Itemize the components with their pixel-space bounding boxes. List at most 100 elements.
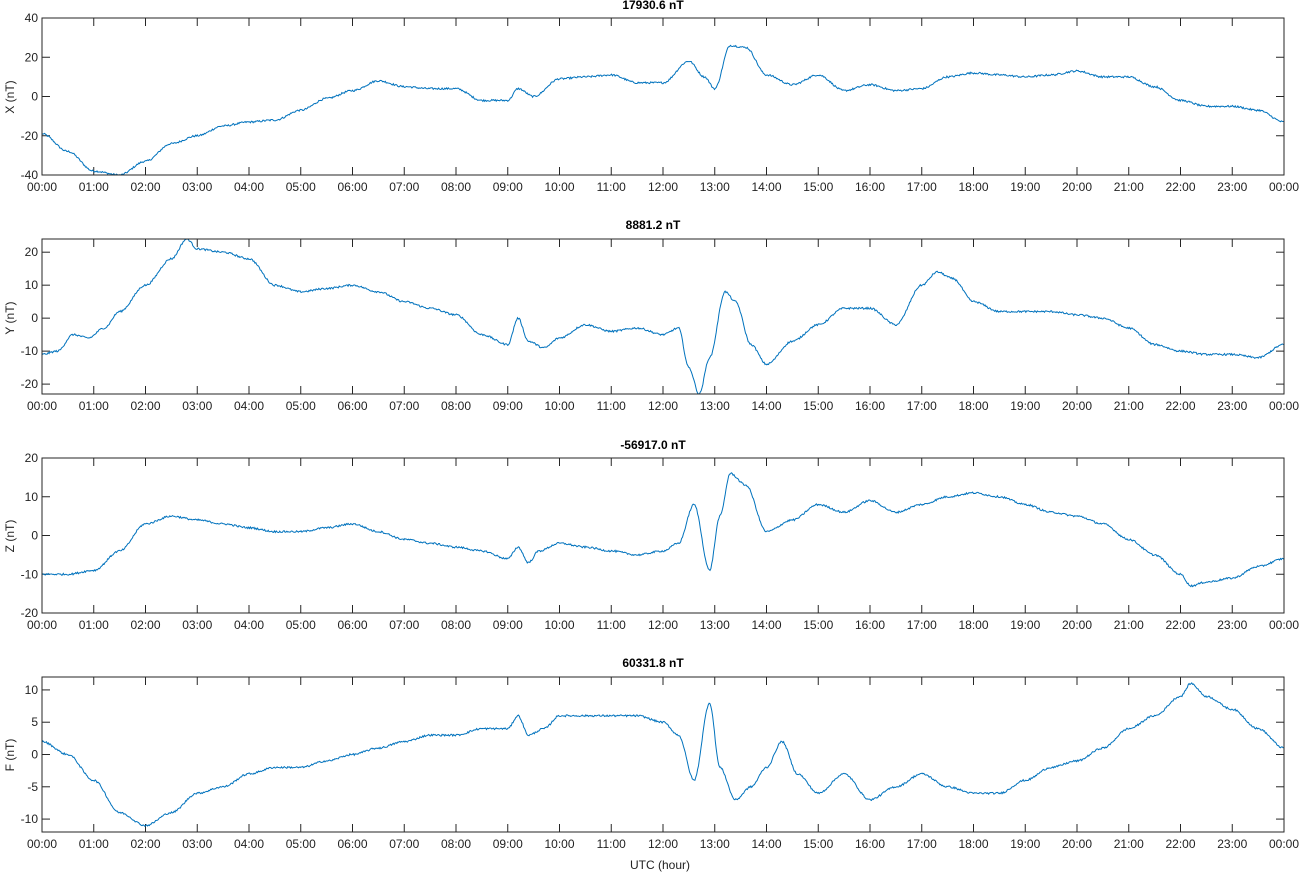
x-tick-label: 00:00 xyxy=(1269,180,1299,194)
x-tick-label: 12:00 xyxy=(648,618,678,632)
panel-y: 8881.2 nT Y (nT) 00:00 01:00 02:00 03:00 04:… xyxy=(3,218,1299,413)
x-tick-label: 13:00 xyxy=(700,180,730,194)
panel-title: -56917.0 nT xyxy=(620,438,686,452)
y-tick-label: 0 xyxy=(31,748,38,762)
data-line xyxy=(41,682,1285,827)
x-tick-label: 02:00 xyxy=(130,180,160,194)
x-tick-label: 09:00 xyxy=(493,399,523,413)
x-tick-label: 04:00 xyxy=(234,180,264,194)
x-tick-label: 00:00 xyxy=(27,180,57,194)
x-tick-label: 19:00 xyxy=(1010,180,1040,194)
x-tick-label: 11:00 xyxy=(597,399,626,413)
x-tick-label: 04:00 xyxy=(234,618,264,632)
x-tick-label: 15:00 xyxy=(803,399,833,413)
axis-ticks: 00:00 01:00 02:00 03:00 04:00 05:00 06:00 07:00… xyxy=(21,239,1299,413)
x-tick-label: 08:00 xyxy=(441,180,471,194)
x-tick-label: 09:00 xyxy=(493,618,523,632)
axis-ticks: 00:00 01:00 02:00 03:00 04:00 05:00 06:00 07:00… xyxy=(21,11,1300,194)
x-tick-label: 09:00 xyxy=(493,180,523,194)
x-tick-label: 01:00 xyxy=(79,618,109,632)
x-tick-label: 06:00 xyxy=(337,399,367,413)
y-tick-label: 0 xyxy=(31,529,38,543)
y-tick-label: -40 xyxy=(21,168,39,182)
y-tick-label: 5 xyxy=(31,715,38,729)
x-tick-label: 18:00 xyxy=(958,618,988,632)
x-tick-label: 05:00 xyxy=(286,399,316,413)
y-tick-label: 0 xyxy=(31,90,38,104)
axes-frame xyxy=(41,457,1285,614)
y-axis-label: F (nT) xyxy=(3,739,17,772)
axes-frame xyxy=(41,238,1285,395)
x-tick-label: 22:00 xyxy=(1165,180,1195,194)
x-tick-label: 00:00 xyxy=(27,618,57,632)
x-tick-label: 00:00 xyxy=(1269,399,1299,413)
x-tick-label: 12:00 xyxy=(648,180,678,194)
y-tick-label: -20 xyxy=(21,377,39,391)
x-tick-label: 13:00 xyxy=(700,837,730,851)
x-tick-label: 00:00 xyxy=(27,837,57,851)
x-tick-label: 05:00 xyxy=(286,180,316,194)
panel-z: -56917.0 nT Z (nT) 00:00 01:00 02:00 03:00 0… xyxy=(3,438,1299,632)
panel-f: 60331.8 nT F (nT) 00:00 01:00 02:00 03:00 04… xyxy=(3,656,1299,872)
x-tick-label: 05:00 xyxy=(286,618,316,632)
y-tick-label: -20 xyxy=(21,606,39,620)
x-tick-label: 04:00 xyxy=(234,837,264,851)
x-tick-label: 19:00 xyxy=(1010,618,1040,632)
x-tick-label: 14:00 xyxy=(751,180,781,194)
data-line xyxy=(41,238,1285,395)
x-tick-label: 18:00 xyxy=(958,837,988,851)
data-line xyxy=(41,44,1285,176)
x-tick-label: 08:00 xyxy=(441,618,471,632)
y-tick-label: 20 xyxy=(25,50,39,64)
y-tick-label: 10 xyxy=(25,683,39,697)
x-tick-label: 16:00 xyxy=(855,837,885,851)
x-tick-label: 17:00 xyxy=(907,180,937,194)
x-tick-label: 01:00 xyxy=(79,837,109,851)
x-tick-label: 00:00 xyxy=(1269,837,1299,851)
x-tick-label: 21:00 xyxy=(1114,837,1144,851)
x-tick-label: 21:00 xyxy=(1114,180,1144,194)
x-tick-label: 23:00 xyxy=(1217,837,1247,851)
x-tick-label: 19:00 xyxy=(1010,399,1040,413)
y-tick-label: -10 xyxy=(21,567,39,581)
x-tick-label: 07:00 xyxy=(389,399,419,413)
x-tick-label: 04:00 xyxy=(234,399,264,413)
x-tick-label: 07:00 xyxy=(389,837,419,851)
x-tick-label: 02:00 xyxy=(130,618,160,632)
x-tick-label: 15:00 xyxy=(803,180,833,194)
x-tick-label: 11:00 xyxy=(597,618,626,632)
x-tick-label: 16:00 xyxy=(855,180,885,194)
x-tick-label: 17:00 xyxy=(907,399,937,413)
x-tick-label: 15:00 xyxy=(803,837,833,851)
x-tick-label: 02:00 xyxy=(130,399,160,413)
y-tick-label: 10 xyxy=(25,490,39,504)
y-tick-label: -10 xyxy=(21,812,39,826)
x-tick-label: 01:00 xyxy=(79,399,109,413)
x-tick-label: 18:00 xyxy=(958,399,988,413)
x-tick-label: 00:00 xyxy=(1269,618,1299,632)
x-tick-label: 03:00 xyxy=(182,180,212,194)
x-tick-label: 03:00 xyxy=(182,399,212,413)
y-tick-label: -20 xyxy=(21,129,39,143)
x-tick-label: 23:00 xyxy=(1217,399,1247,413)
y-axis-label: Y (nT) xyxy=(3,301,17,334)
x-tick-label: 20:00 xyxy=(1062,837,1092,851)
y-tick-label: -5 xyxy=(27,780,38,794)
axes-frame xyxy=(41,17,1285,176)
x-tick-label: 02:00 xyxy=(130,837,160,851)
y-tick-label: 0 xyxy=(31,311,38,325)
y-tick-label: -10 xyxy=(21,344,39,358)
x-tick-label: 08:00 xyxy=(441,399,471,413)
x-tick-label: 07:00 xyxy=(389,180,419,194)
x-tick-label: 11:00 xyxy=(597,180,626,194)
x-tick-label: 17:00 xyxy=(907,618,937,632)
x-tick-label: 06:00 xyxy=(337,180,367,194)
x-tick-label: 22:00 xyxy=(1165,618,1195,632)
panel-title: 17930.6 nT xyxy=(622,0,684,12)
x-tick-label: 17:00 xyxy=(907,837,937,851)
axes-frame xyxy=(41,676,1285,833)
y-tick-label: 20 xyxy=(25,451,39,465)
x-tick-label: 20:00 xyxy=(1062,618,1092,632)
panel-x: 17930.6 nT X (nT) 00:00 01:00 02:00 03:00 04… xyxy=(3,0,1299,194)
